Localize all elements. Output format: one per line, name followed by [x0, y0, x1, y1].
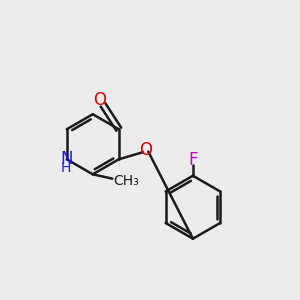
Text: F: F — [188, 151, 198, 169]
Text: O: O — [93, 91, 106, 109]
Text: CH₃: CH₃ — [114, 174, 140, 188]
Text: H: H — [61, 161, 71, 175]
Text: N: N — [61, 150, 73, 168]
Text: O: O — [140, 141, 152, 159]
